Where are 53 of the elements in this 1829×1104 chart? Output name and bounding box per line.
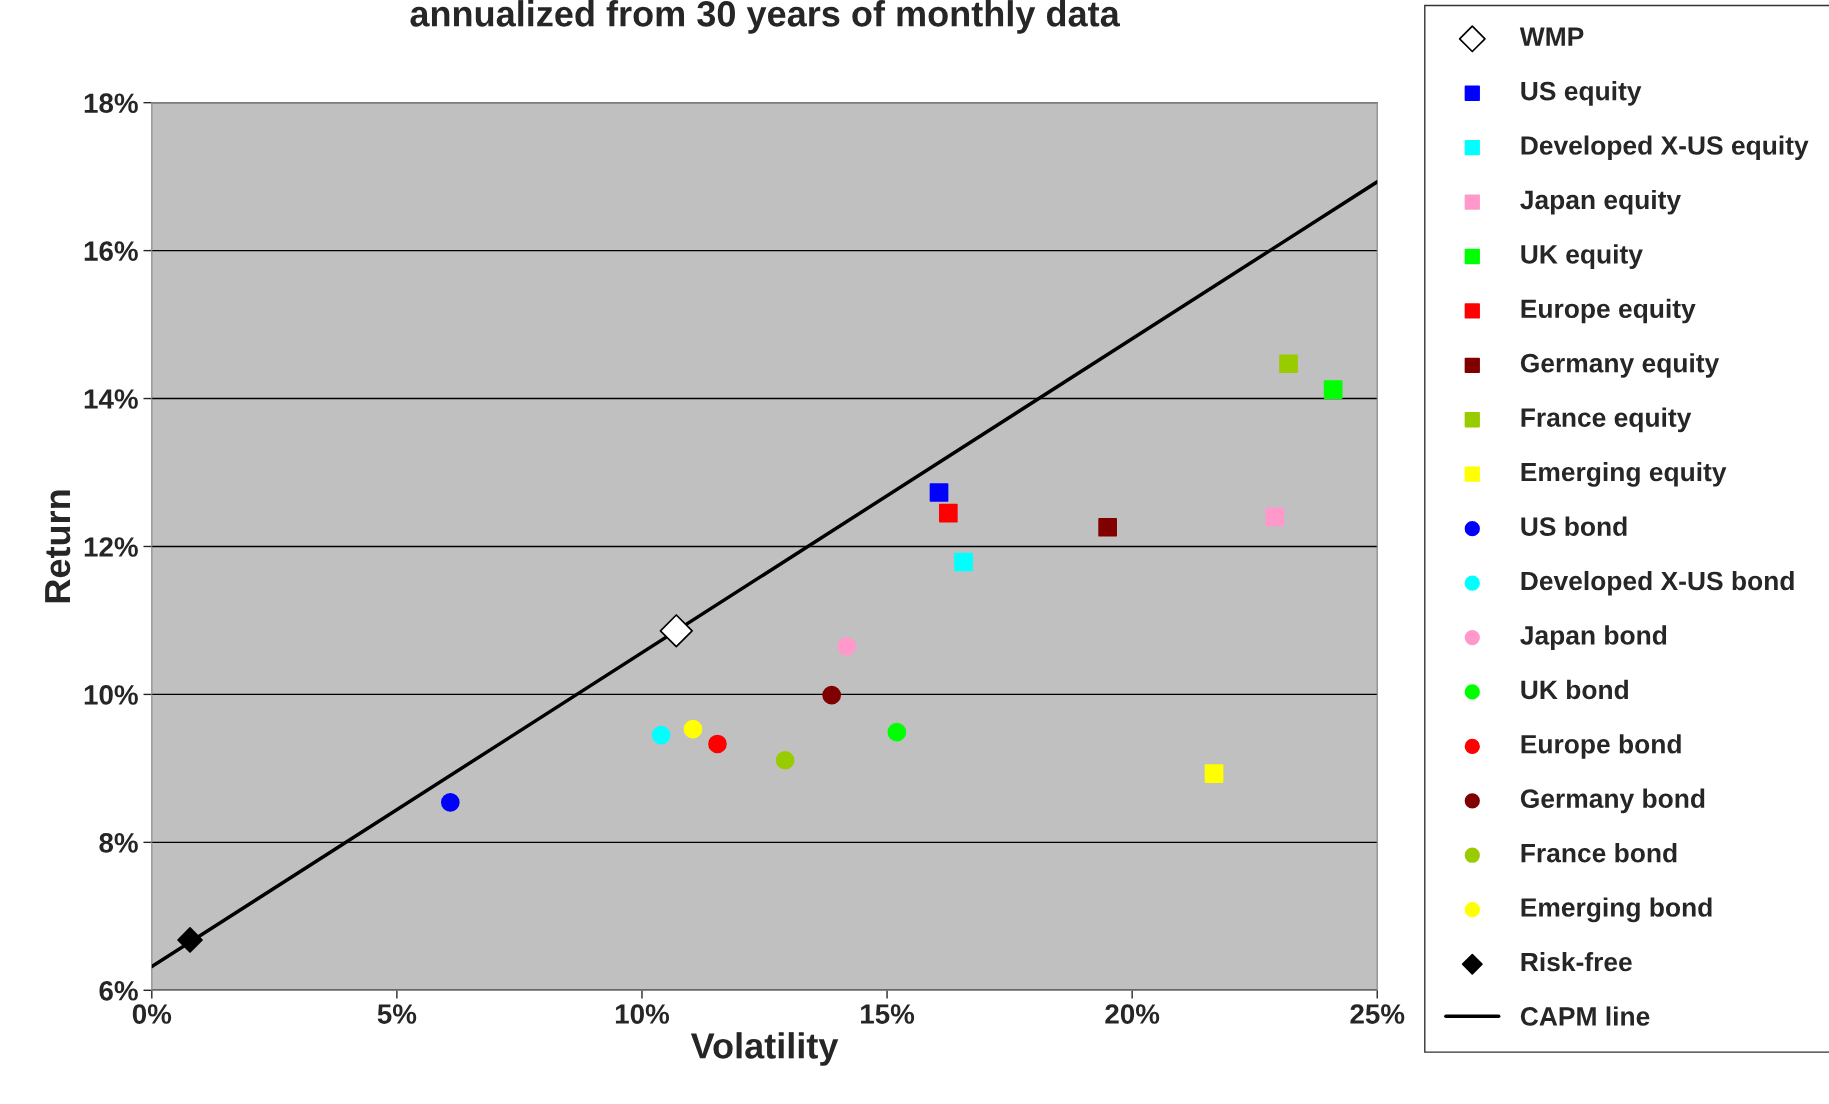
x-tick-label: 5% (377, 1004, 417, 1024)
point (708, 734, 727, 754)
x-axis-title: Volatility (690, 1032, 839, 1066)
point (938, 503, 958, 523)
y-axis-title: Return (45, 490, 71, 603)
y-tick-label: 10% (84, 685, 138, 705)
y-tick-label: 8% (99, 833, 138, 853)
y-tick-label: 6% (99, 980, 138, 1001)
point (837, 636, 857, 656)
point (1204, 764, 1224, 783)
y-tick-label: 18% (84, 93, 138, 114)
legend-label: Japan equity (1520, 189, 1681, 215)
legend-label: CAPM line (1520, 1006, 1650, 1026)
legend-label: UK equity (1521, 244, 1643, 269)
point (177, 927, 203, 953)
x-tick-label: 15% (861, 1004, 915, 1024)
legend-label: US equity (1521, 81, 1642, 106)
point (659, 614, 693, 648)
legend-label: Risk-free (1521, 951, 1632, 972)
point (683, 719, 703, 739)
point (822, 685, 842, 705)
x-tick-label: 0% (132, 1004, 172, 1024)
point (1279, 354, 1298, 374)
legend-label: France equity (1521, 407, 1692, 433)
legend-label: Japan bond (1520, 625, 1667, 650)
point (775, 750, 795, 770)
x-tick-label: 20% (1105, 1004, 1160, 1024)
point (954, 552, 973, 572)
point (1265, 507, 1285, 527)
x-tick-label: 25% (1350, 1004, 1405, 1024)
y-tick-label: 14% (84, 389, 138, 409)
legend-label: Germany bond (1520, 788, 1705, 814)
chart-title: annualized from 30 years of monthly data (410, 0, 1120, 34)
legend-label: Europe equity (1521, 298, 1696, 324)
point (1098, 517, 1117, 537)
y-tick-label: 12% (84, 537, 138, 557)
legend-label: France bond (1521, 843, 1677, 863)
point (651, 725, 671, 745)
legend-label: Emerging bond (1521, 897, 1712, 923)
legend-label: Developed X-US equity (1521, 135, 1809, 161)
legend-label: UK bond (1521, 679, 1628, 700)
x-tick-label: 10% (615, 1004, 670, 1024)
legend-label: WMP (1519, 27, 1584, 46)
legend-label: Emerging equity (1521, 461, 1727, 487)
point (1323, 380, 1343, 400)
point (887, 722, 907, 742)
legend-label: Europe bond (1521, 734, 1681, 759)
point (929, 483, 949, 502)
legend-label: Developed X-US bond (1521, 570, 1794, 596)
point (440, 793, 460, 812)
legend-label: Germany equity (1520, 353, 1720, 378)
legend-label: US bond (1521, 516, 1627, 536)
y-tick-label: 16% (84, 241, 138, 261)
